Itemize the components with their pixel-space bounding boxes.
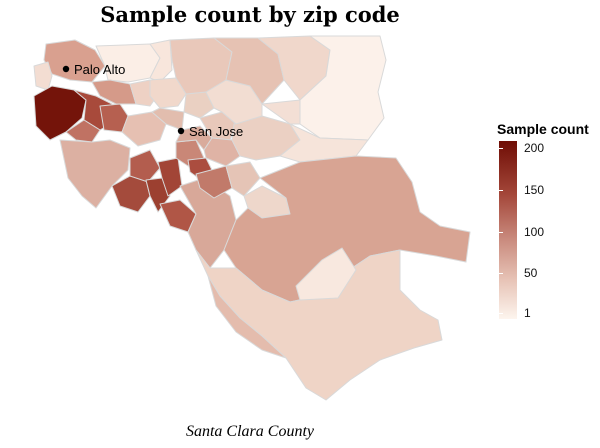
zip-region [151, 107, 185, 131]
legend-title: Sample count [497, 121, 589, 137]
zip-region [207, 275, 287, 359]
map-caption: Santa Clara County [185, 423, 314, 440]
legend-tickmark [499, 190, 503, 191]
legend-tickmark [499, 232, 503, 233]
city-marker-palo-alto [62, 65, 70, 73]
city-marker-san-jose [177, 127, 185, 135]
zip-region [157, 157, 183, 197]
map-title: Sample count by zip code [100, 2, 400, 27]
zip-region [59, 139, 131, 209]
legend-tickmark [499, 313, 503, 314]
zip-region [225, 161, 261, 197]
zip-region [195, 165, 233, 199]
legend-tick-label: 100 [524, 225, 545, 239]
legend-color-bar [499, 141, 517, 319]
city-label-palo-alto: Palo Alto [74, 62, 125, 77]
zip-region [111, 175, 151, 213]
legend-tick-label: 50 [524, 266, 538, 280]
zip-region [261, 99, 301, 125]
legend-tick-label: 1 [524, 306, 531, 320]
legend-tickmark [499, 148, 503, 149]
legend-tickmark [499, 273, 503, 274]
zip-region [33, 61, 53, 91]
zip-region [33, 85, 87, 141]
city-label-san-jose: San Jose [189, 124, 243, 139]
legend-tick-label: 200 [524, 141, 545, 155]
legend-tick-label: 150 [524, 183, 545, 197]
zip-region [129, 149, 161, 183]
zip-region [295, 247, 357, 301]
